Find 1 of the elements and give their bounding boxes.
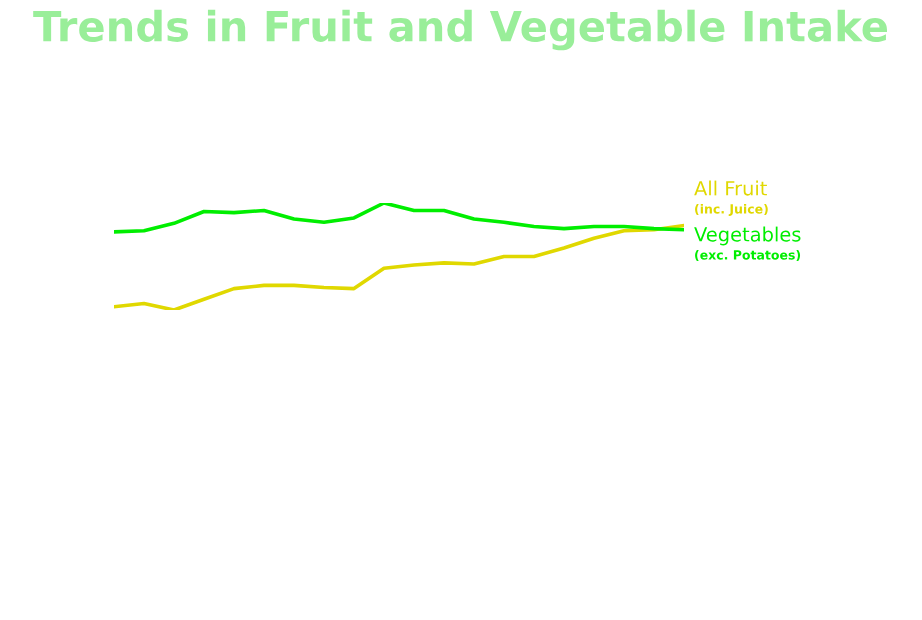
chart-title: Trends in Fruit and Vegetable Intake — [33, 9, 887, 51]
